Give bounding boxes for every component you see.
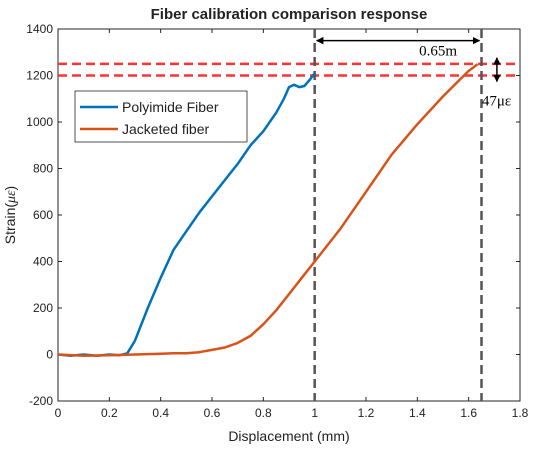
x-tick-label: 1.8 xyxy=(512,406,529,420)
chart-title: Fiber calibration comparison response xyxy=(151,6,428,23)
y-axis-label: Strain(με) xyxy=(2,186,19,244)
y-tick-label: 1200 xyxy=(26,69,53,83)
y-tick-label: 400 xyxy=(33,255,53,269)
x-tick-label: 0.6 xyxy=(204,406,221,420)
x-tick-label: 0.4 xyxy=(152,406,169,420)
y-tick-label: 200 xyxy=(33,301,53,315)
y-axis-label-suffix: ) xyxy=(2,186,18,191)
legend-box xyxy=(74,90,248,143)
y-tick-label: 1400 xyxy=(26,22,53,36)
y-axis: -200 0 200 400 600 800 1000 1200 1400 xyxy=(26,22,520,408)
x-axis-label: Displacement (mm) xyxy=(228,428,349,444)
x-tick-label: 0.8 xyxy=(255,406,272,420)
reference-lines xyxy=(58,29,520,401)
y-tick-label: 600 xyxy=(33,208,53,222)
annotations: 0.65m 47με xyxy=(315,36,511,110)
y-tick-label: 800 xyxy=(33,162,53,176)
y-tick-label: -200 xyxy=(29,394,53,408)
legend-label-polyimide: Polyimide Fiber xyxy=(122,99,219,115)
x-tick-label: 0 xyxy=(55,406,62,420)
span-label-vertical: 47με xyxy=(482,94,511,110)
series-layer xyxy=(57,63,479,357)
x-tick-label: 1.4 xyxy=(409,406,426,420)
y-tick-label: 0 xyxy=(46,348,53,362)
series-line-jacketed xyxy=(57,63,479,357)
x-axis: 0 0.2 0.4 0.6 0.8 1 1.2 1.4 1.6 1.8 xyxy=(55,29,529,420)
legend-label-jacketed: Jacketed fiber xyxy=(122,121,209,137)
y-axis-label-unit: με xyxy=(4,190,19,204)
legend: Polyimide Fiber Jacketed fiber xyxy=(74,90,248,143)
x-tick-label: 1.6 xyxy=(460,406,477,420)
x-tick-label: 1 xyxy=(311,406,318,420)
x-tick-label: 0.2 xyxy=(101,406,118,420)
span-label-horizontal: 0.65m xyxy=(419,44,457,60)
y-tick-label: 1000 xyxy=(26,115,53,129)
y-axis-label-prefix: Strain( xyxy=(2,203,18,245)
x-tick-label: 1.2 xyxy=(358,406,375,420)
